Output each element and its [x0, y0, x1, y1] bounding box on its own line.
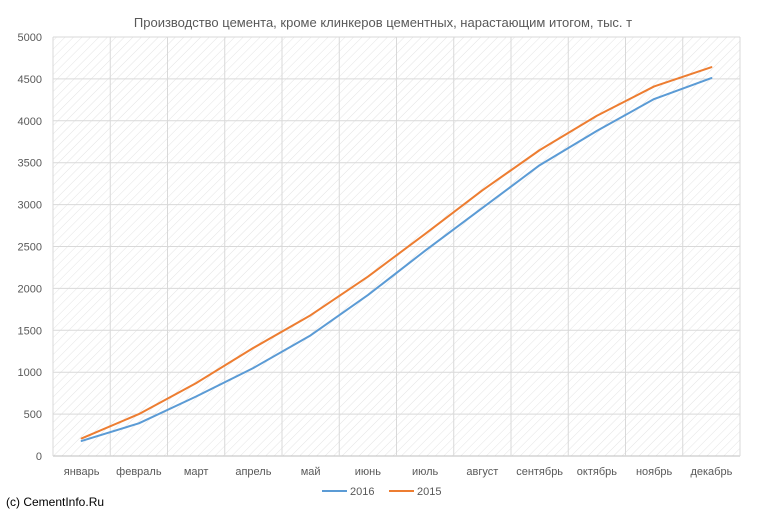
y-tick-label: 3000 — [18, 200, 42, 212]
chart-title: Производство цемента, кроме клинкеров це… — [134, 15, 632, 30]
series-lines — [80, 66, 713, 442]
y-tick-label: 500 — [24, 409, 42, 421]
x-tick-label: июль — [412, 466, 439, 478]
y-tick-label: 4000 — [18, 116, 42, 128]
x-tick-label: май — [301, 466, 321, 478]
y-tick-label: 4500 — [18, 74, 42, 86]
x-axis: январь февраль март апрель май июнь июль август… — [64, 466, 733, 478]
x-tick-label: октябрь — [577, 466, 617, 478]
y-tick-label: 0 — [36, 451, 42, 463]
y-tick-label: 5000 — [18, 32, 42, 44]
series-line-2015 — [80, 66, 713, 440]
legend-label: 2015 — [417, 486, 441, 498]
x-tick-label: февраль — [116, 466, 162, 478]
y-tick-label: 2500 — [18, 242, 42, 254]
series-line-2016 — [80, 77, 713, 442]
y-tick-label: 3500 — [18, 158, 42, 170]
y-axis: 0 500 1000 1500 2000 2500 3000 3500 4000 4500 5000 — [18, 32, 42, 463]
legend: 2016 2015 — [322, 486, 441, 498]
x-tick-label: декабрь — [690, 466, 732, 478]
y-tick-label: 2000 — [18, 283, 42, 295]
x-tick-label: ноябрь — [636, 466, 673, 478]
grid — [52, 36, 741, 457]
y-tick-label: 1500 — [18, 325, 42, 337]
x-tick-label: июнь — [355, 466, 381, 478]
copyright-text: (c) CementInfo.Ru — [6, 495, 105, 509]
y-tick-label: 1000 — [18, 367, 42, 379]
x-tick-label: август — [466, 466, 498, 478]
x-tick-label: январь — [64, 466, 100, 478]
x-tick-label: март — [184, 466, 209, 478]
x-tick-label: сентябрь — [516, 466, 563, 478]
x-tick-label: апрель — [235, 466, 271, 478]
legend-label: 2016 — [350, 486, 374, 498]
